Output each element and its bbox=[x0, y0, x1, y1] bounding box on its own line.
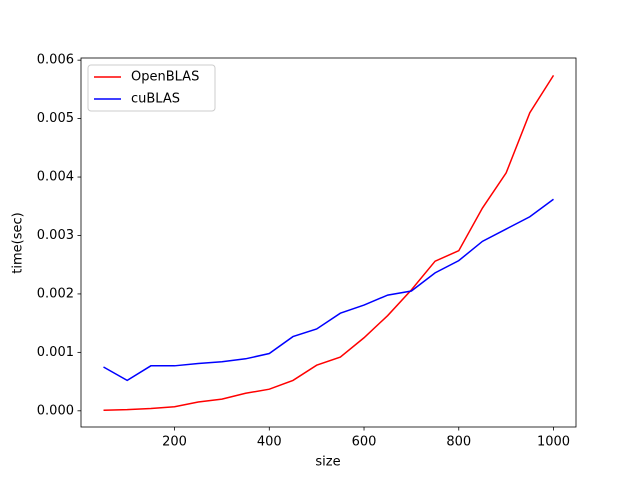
x-tick-label: 200 bbox=[162, 435, 187, 450]
legend-label: cuBLAS bbox=[131, 92, 180, 107]
y-tick-label: 0.000 bbox=[37, 403, 74, 418]
y-tick-label: 0.001 bbox=[37, 345, 74, 360]
plot-frame bbox=[80, 57, 577, 428]
x-tick-label: 600 bbox=[352, 435, 377, 450]
y-axis-label: time(sec) bbox=[11, 212, 26, 273]
y-tick-label: 0.003 bbox=[37, 228, 74, 243]
y-tick-label: 0.004 bbox=[37, 170, 74, 185]
line-series bbox=[103, 198, 554, 382]
y-tick-label: 0.002 bbox=[37, 286, 74, 301]
x-tick-label: 400 bbox=[257, 435, 282, 450]
x-axis-label: size bbox=[315, 455, 340, 470]
line-series bbox=[103, 74, 555, 411]
y-tick-label: 0.006 bbox=[37, 53, 74, 68]
y-tick-label: 0.005 bbox=[37, 111, 74, 126]
x-tick-label: 800 bbox=[446, 435, 471, 450]
legend-label: OpenBLAS bbox=[131, 70, 199, 85]
x-tick-label: 1000 bbox=[537, 435, 570, 450]
